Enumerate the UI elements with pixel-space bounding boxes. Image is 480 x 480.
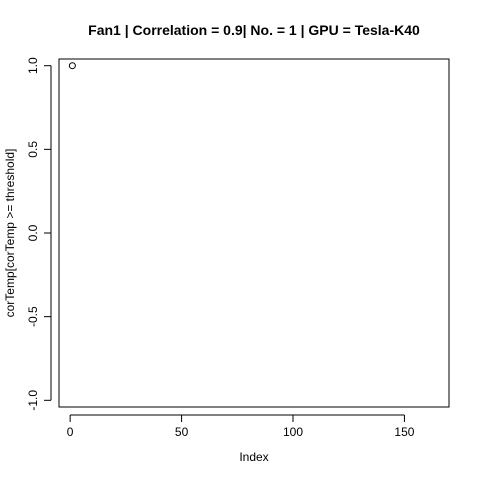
data-points bbox=[68, 62, 76, 70]
y-tick-label: 0.0 bbox=[26, 224, 40, 241]
y-tick-label: -1.0 bbox=[26, 390, 40, 411]
y-axis-label: corTemp[corTemp >= threshold] bbox=[3, 149, 17, 318]
x-tick-label: 100 bbox=[283, 425, 303, 439]
x-axis-label: Index bbox=[239, 450, 268, 464]
y-axis: -1.0 -0.5 0.0 0.5 1.0 bbox=[26, 57, 52, 411]
y-tick-label: 1.0 bbox=[26, 57, 40, 74]
data-point bbox=[68, 62, 76, 70]
x-tick-label: 0 bbox=[67, 425, 74, 439]
plot-frame bbox=[58, 58, 450, 408]
y-tick-label: -0.5 bbox=[26, 306, 40, 327]
x-tick-label: 150 bbox=[394, 425, 414, 439]
y-tick-label: 0.5 bbox=[26, 141, 40, 158]
x-tick-label: 50 bbox=[175, 425, 189, 439]
chart-title: Fan1 | Correlation = 0.9| No. = 1 | GPU … bbox=[88, 22, 420, 38]
x-axis: 0 50 100 150 bbox=[67, 414, 415, 439]
